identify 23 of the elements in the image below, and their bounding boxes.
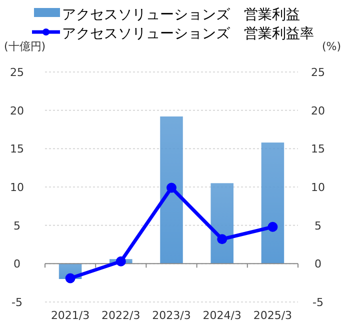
xtick: 2022/3 [102,309,140,322]
ytick: 25 [10,66,24,79]
ytick: 10 [10,181,24,194]
xtick: 2025/3 [253,309,292,322]
y2tick: 20 [311,104,325,118]
y2tick: 15 [311,142,325,156]
ytick: 20 [10,104,24,118]
xtick: 2023/3 [152,309,191,322]
legend-label: アクセスソリューションズ 営業利益 [62,7,300,23]
xtick: 2024/3 [202,309,242,322]
y2tick: -5 [312,296,324,309]
ytick: 0 [14,258,20,271]
ytick: 5 [14,219,20,232]
y2label: (%) [322,40,341,53]
ytick: -5 [12,296,22,309]
xtick: 2021/3 [50,309,90,322]
y2tick: 0 [314,258,322,271]
y2tick: 10 [311,181,325,194]
legend-label: アクセスソリューションズ 営業利益率 [62,26,314,42]
y2tick: 5 [314,219,322,232]
ylabel: (十億円) [4,40,46,53]
ytick: 15 [10,142,24,156]
y2tick: 25 [311,66,325,79]
